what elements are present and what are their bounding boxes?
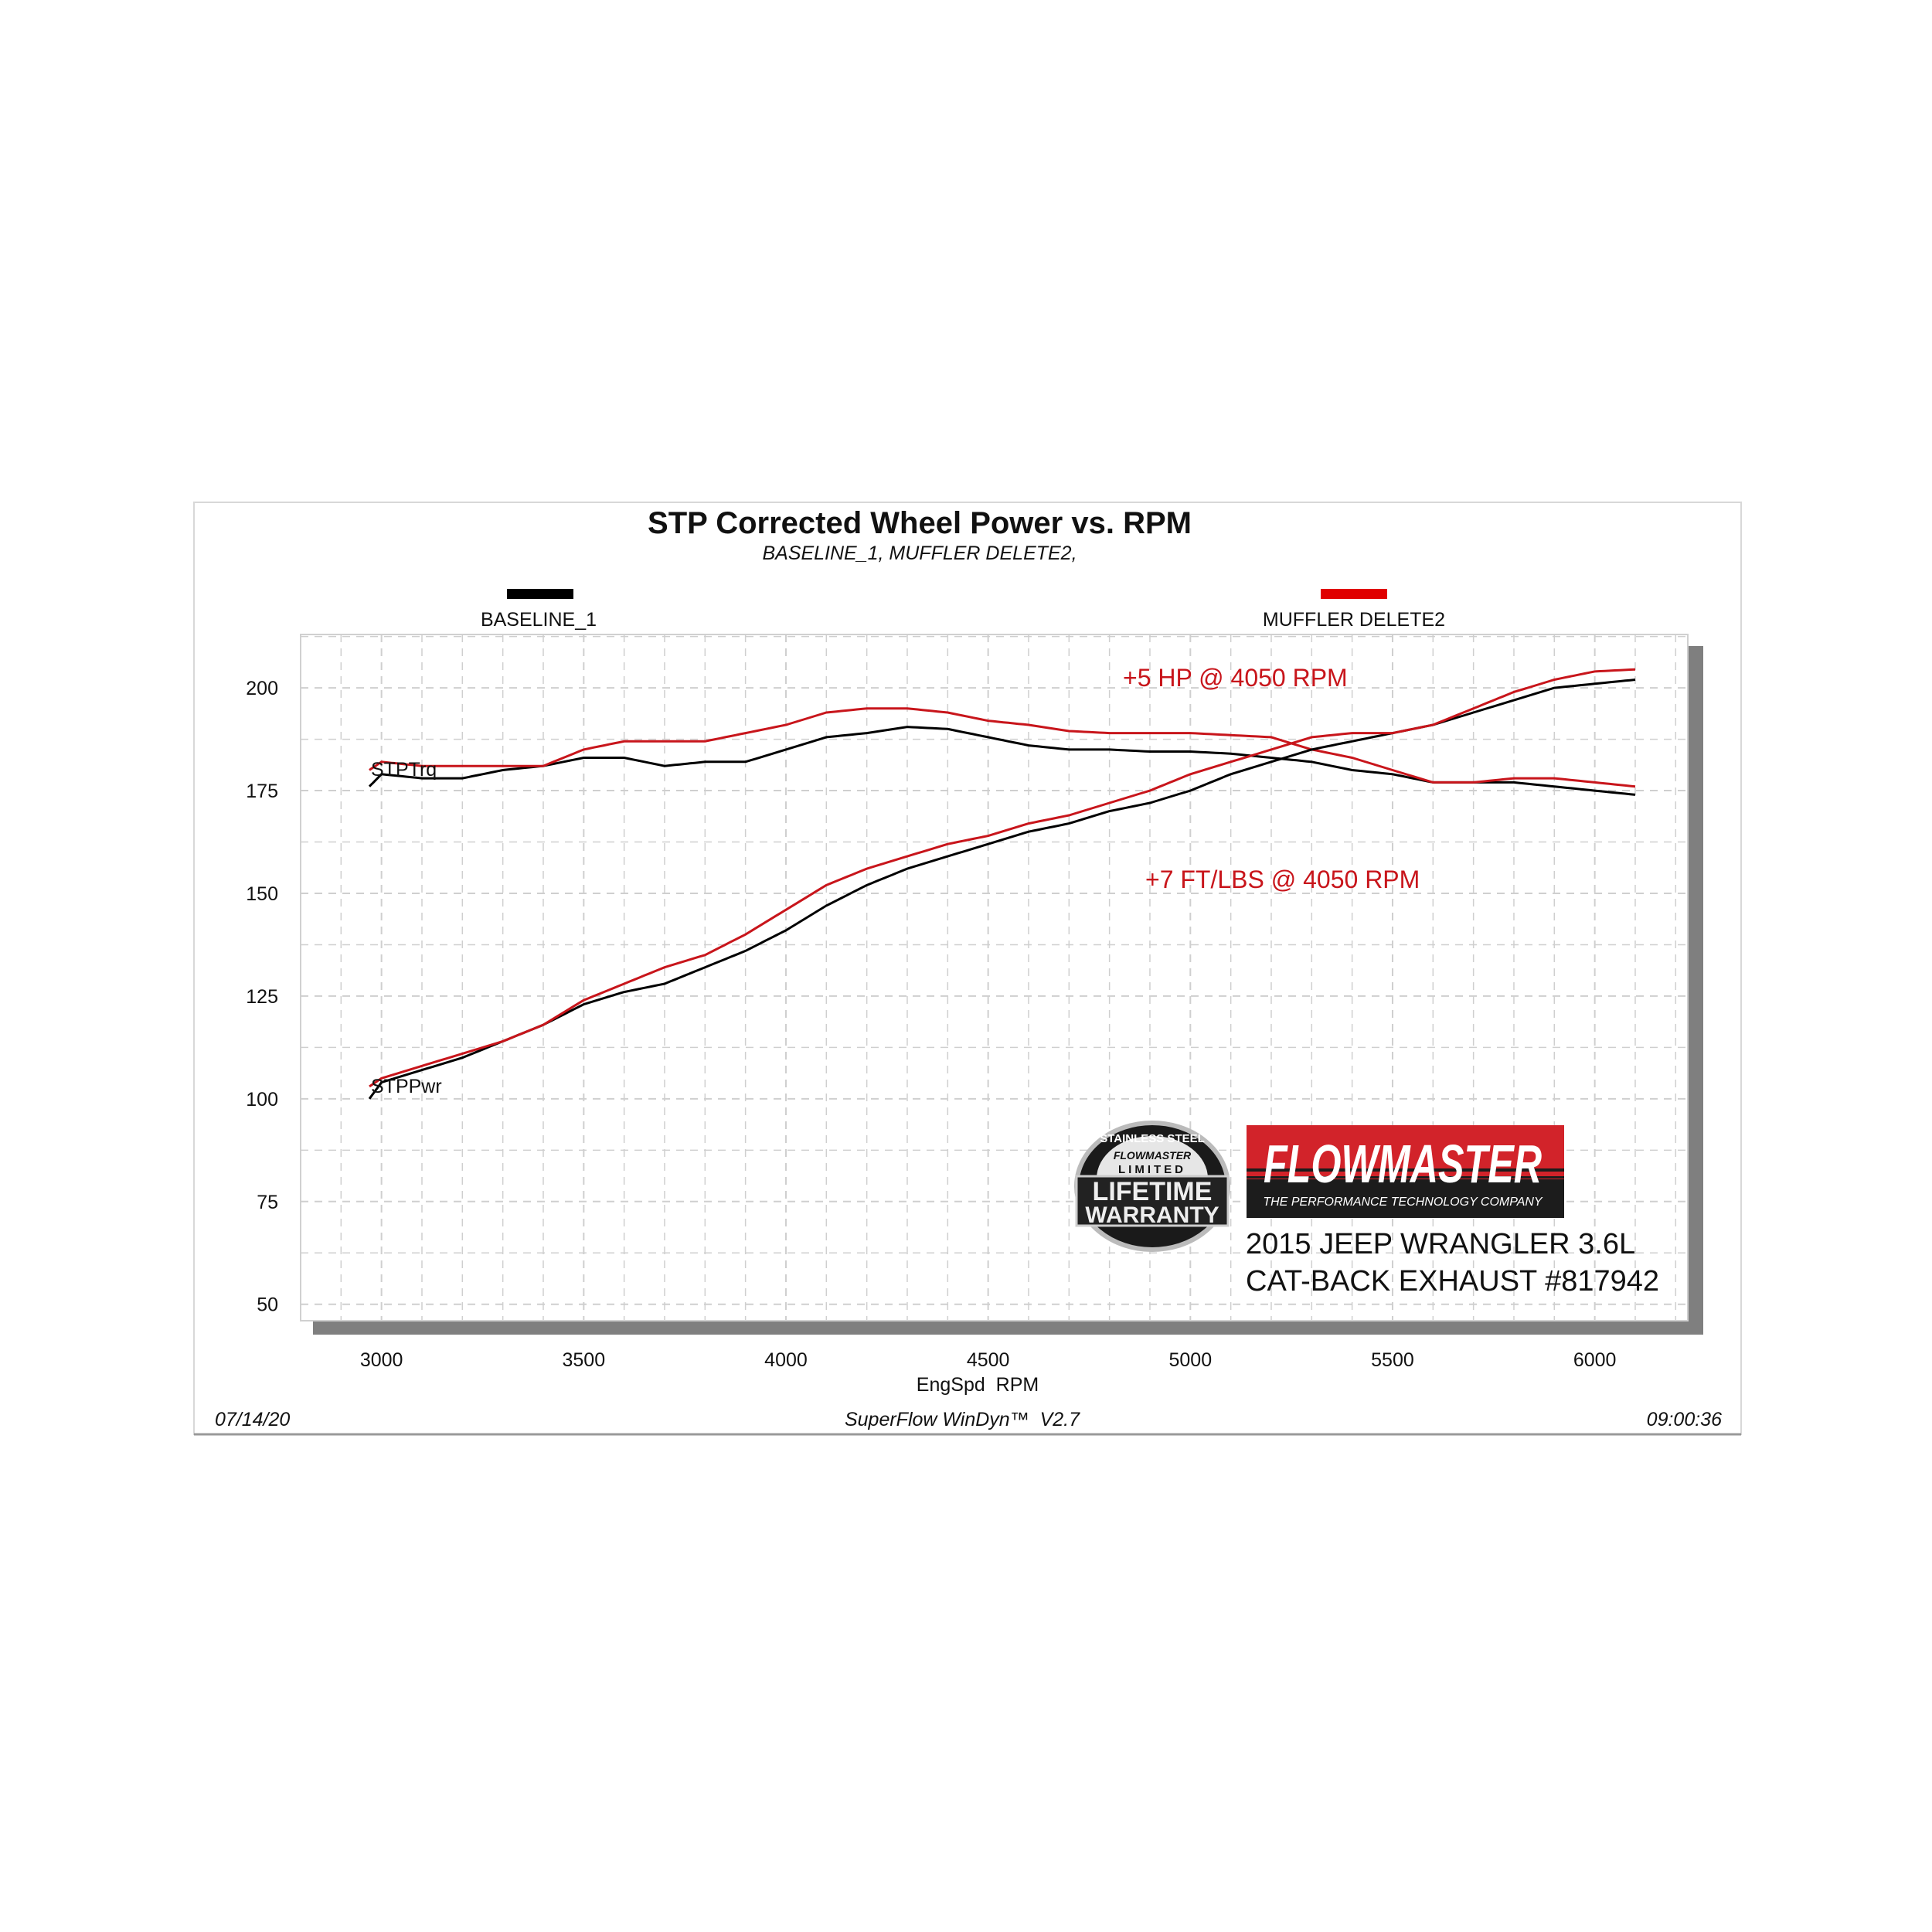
x-tick-label: 5500 [1371, 1349, 1414, 1371]
x-tick-label: 4000 [764, 1349, 808, 1371]
legend-swatch-muffler-delete [1321, 589, 1387, 599]
chart-title: STP Corrected Wheel Power vs. RPM [648, 506, 1192, 540]
svg-text:LIMITED: LIMITED [1118, 1163, 1186, 1176]
y-tick-label: 150 [246, 883, 278, 905]
footer-date: 07/14/20 [215, 1409, 290, 1430]
legend-label-muffler-delete: MUFFLER DELETE2 [1263, 609, 1445, 631]
grid [300, 634, 1688, 1321]
annotation-hp-gain: +5 HP @ 4050 RPM [1123, 664, 1348, 692]
x-tick-label: 3500 [563, 1349, 606, 1371]
svg-text:FLOWMASTER: FLOWMASTER [1114, 1149, 1192, 1162]
y-tick-label: 75 [257, 1192, 278, 1213]
vehicle-line-1: 2015 JEEP WRANGLER 3.6L [1246, 1228, 1635, 1260]
legend-swatch-baseline [507, 589, 573, 599]
footer-software: SuperFlow WinDyn™ V2.7 [845, 1409, 1080, 1430]
plot-shadow-right [1688, 646, 1703, 1335]
svg-text:LIFETIME: LIFETIME [1093, 1177, 1213, 1206]
vehicle-line-2: CAT-BACK EXHAUST #817942 [1246, 1265, 1659, 1298]
x-axis-ticks: 3000 3500 4000 4500 5000 5500 6000 [360, 1349, 1617, 1371]
y-tick-label: 200 [246, 678, 278, 699]
series-line-stppwr-muffler-delete2 [369, 668, 1636, 1088]
curves [368, 668, 1636, 1100]
plot-shadow-bottom [313, 1321, 1703, 1335]
flowmaster-logo: FLOWMASTER THE PERFORMANCE TECHNOLOGY CO… [1247, 1125, 1564, 1218]
x-axis-label: EngSpd RPM [917, 1374, 1039, 1396]
series-line-stptrq-muffler-delete2 [369, 707, 1636, 788]
svg-text:WARRANTY: WARRANTY [1085, 1202, 1219, 1228]
y-tick-label: 175 [246, 781, 278, 802]
annotation-torque-gain: +7 FT/LBS @ 4050 RPM [1145, 866, 1420, 893]
footer-time: 09:00:36 [1647, 1409, 1722, 1430]
y-tick-label: 100 [246, 1089, 278, 1111]
x-tick-label: 6000 [1573, 1349, 1617, 1371]
x-tick-label: 3000 [360, 1349, 403, 1371]
x-tick-label: 5000 [1168, 1349, 1212, 1371]
x-tick-label: 4500 [967, 1349, 1010, 1371]
curve-label-torque: STPTrq [371, 759, 437, 781]
y-tick-label: 125 [246, 986, 278, 1008]
legend-label-baseline: BASELINE_1 [481, 609, 597, 631]
svg-text:STAINLESS STEEL: STAINLESS STEEL [1100, 1132, 1205, 1145]
y-tick-label: 50 [257, 1294, 278, 1316]
svg-text:FLOWMASTER: FLOWMASTER [1264, 1134, 1542, 1194]
warranty-logo: STAINLESS STEEL FLOWMASTER LIMITED LIFET… [1074, 1121, 1230, 1252]
y-axis-ticks: 50 75 100 125 150 175 200 [246, 678, 278, 1316]
svg-text:THE PERFORMANCE TECHNOLOGY COM: THE PERFORMANCE TECHNOLOGY COMPANY [1263, 1196, 1543, 1209]
series-line-stptrq-baseline-1 [368, 726, 1636, 796]
chart-subtitle: BASELINE_1, MUFFLER DELETE2, [762, 543, 1077, 564]
curve-label-power: STPPwr [371, 1076, 442, 1097]
